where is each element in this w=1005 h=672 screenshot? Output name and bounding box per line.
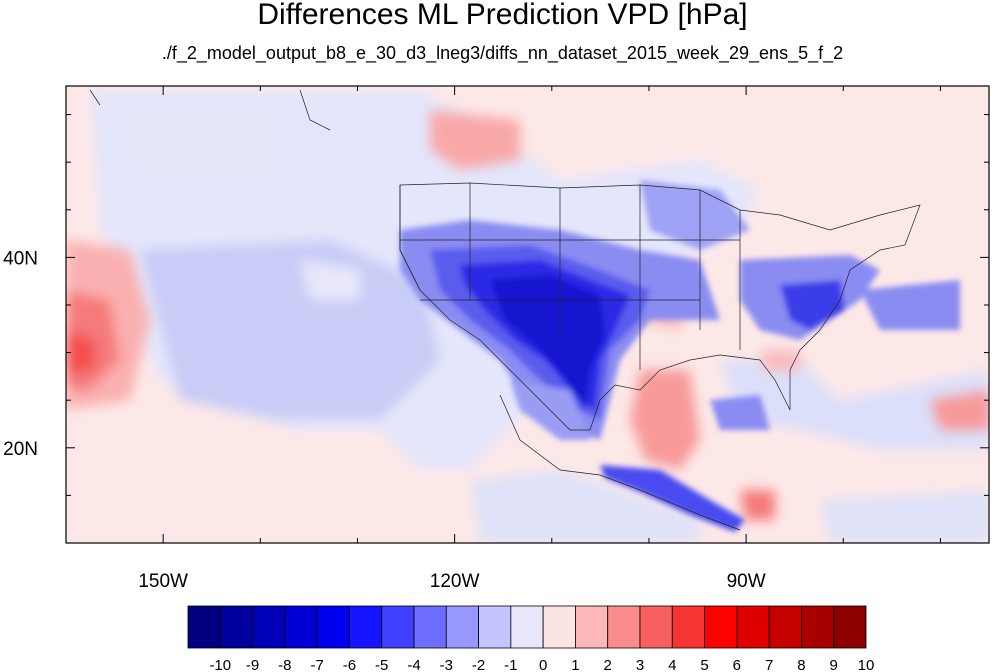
colorbar-box	[607, 605, 641, 649]
map-title: Differences ML Prediction VPD [hPa]	[257, 0, 748, 31]
colorbar-box	[671, 605, 705, 649]
colorbar-box	[219, 605, 253, 649]
colorbar-box	[413, 605, 447, 649]
colorbar-label: 6	[733, 657, 741, 672]
colorbar-box	[833, 605, 867, 649]
map-frame	[65, 85, 990, 544]
colorbar-label: 4	[668, 657, 676, 672]
colorbar-box	[316, 605, 350, 649]
colorbar-label: 2	[604, 657, 612, 672]
lon-tick-label: 90W	[727, 571, 766, 592]
field-red	[66, 110, 989, 520]
colorbar-box	[801, 605, 835, 649]
colorbar-label: -2	[472, 657, 485, 672]
colorbar-box	[575, 605, 609, 649]
colorbar-label: 3	[636, 657, 644, 672]
map-subtitle: ./f_2_model_output_b8_e_30_d3_lneg3/diff…	[161, 43, 844, 63]
colorbar-label: -7	[310, 657, 323, 672]
colorbar-label: 10	[858, 657, 875, 672]
lon-tick-label: 120W	[430, 571, 480, 592]
colorbar-label: -10	[209, 657, 231, 672]
colorbar-label: 8	[797, 657, 805, 672]
lon-tick-label: 150W	[138, 571, 188, 592]
colorbar-label: 5	[700, 657, 708, 672]
colorbar-box	[478, 605, 512, 649]
colorbar-box	[768, 605, 802, 649]
colorbar-label: -5	[375, 657, 388, 672]
colorbar-box	[381, 605, 415, 649]
colorbar-box	[639, 605, 673, 649]
map-axes: 150W 120W 90W 40N 20N	[3, 86, 989, 592]
lat-tick-label: 40N	[3, 248, 38, 269]
field-blue-south	[600, 395, 770, 532]
colorbar-label: -6	[343, 657, 356, 672]
colorbar-label: -1	[504, 657, 517, 672]
colorbar-box	[349, 605, 383, 649]
colorbar-box	[445, 605, 479, 649]
colorbar-label: 1	[571, 657, 579, 672]
coastlines	[89, 89, 921, 531]
colorbar-label: 9	[830, 657, 838, 672]
colorbar-box	[510, 605, 544, 649]
colorbar-label: -9	[246, 657, 259, 672]
colorbar-label: 0	[539, 657, 547, 672]
colorbar-box	[187, 605, 221, 649]
map-field	[66, 86, 989, 543]
colorbar-box	[252, 605, 286, 649]
colorbar-label: -3	[440, 657, 453, 672]
colorbar-box	[736, 605, 770, 649]
colorbar-box	[284, 605, 318, 649]
colorbar-label: -4	[407, 657, 420, 672]
colorbar: -10 -9 -8 -7 -6 -5 -4 -3 -2 -1 0 1 2 3 4 5 6 7 8 9 10	[187, 605, 875, 672]
lat-tick-label: 20N	[3, 439, 38, 460]
colorbar-box	[704, 605, 738, 649]
colorbar-box	[542, 605, 576, 649]
colorbar-label: -8	[278, 657, 291, 672]
colorbar-label: 7	[765, 657, 773, 672]
